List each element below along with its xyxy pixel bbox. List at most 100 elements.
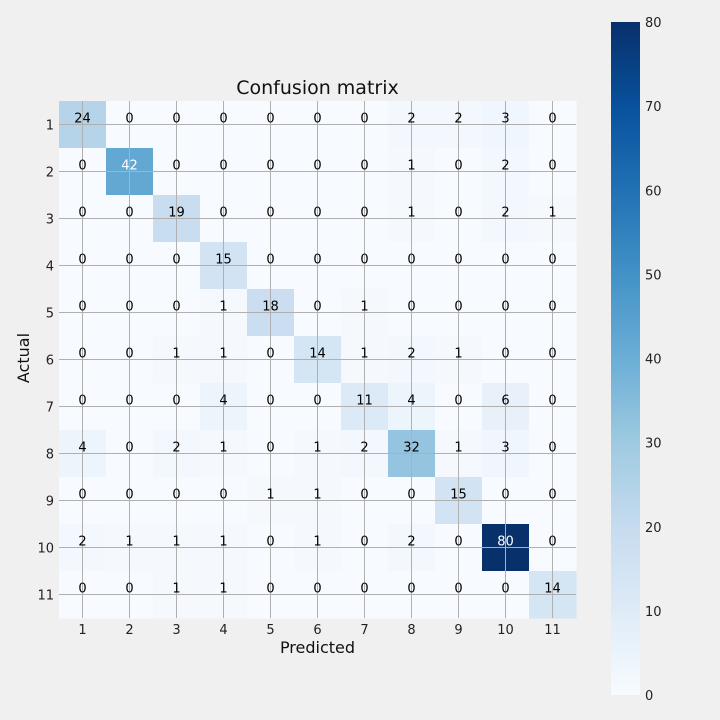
cell-value-label: 0 — [172, 159, 180, 174]
cell-value-label: 1 — [219, 582, 227, 597]
cell-value-label: 0 — [548, 300, 556, 315]
y-axis-ticks: 1 2 3 4 5 6 7 8 9 10 11 — [37, 119, 54, 604]
cell-value-labels: 24 0 0 0 0 0 0 2 2 3 00 42 0 0 0 0 0 1 0 2 00 0 19 0 0 0 0 1 0 2 10 0 0 1… — [74, 112, 561, 597]
y-tick-label: 6 — [46, 354, 54, 369]
cell-value-label: 0 — [407, 300, 415, 315]
x-tick-label: 8 — [407, 623, 415, 638]
cell-value-label: 0 — [454, 582, 462, 597]
cell-value-label: 14 — [544, 582, 561, 597]
cell-value-label: 0 — [78, 347, 86, 362]
cell-value-label: 42 — [121, 159, 138, 174]
cell-value-label: 0 — [125, 253, 133, 268]
x-tick-label: 3 — [172, 623, 180, 638]
x-axis-ticks: 1 2 3 4 5 6 7 8 9 10 11 — [78, 623, 560, 638]
cell-value-label: 0 — [454, 253, 462, 268]
cell-value-label: 14 — [309, 347, 326, 362]
colorbar-tick-label: 80 — [645, 16, 662, 31]
x-tick-label: 4 — [219, 623, 227, 638]
colorbar-tick-label: 70 — [645, 100, 662, 115]
cell-value-label: 0 — [313, 206, 321, 221]
cell-value-label: 1 — [454, 347, 462, 362]
y-tick-label: 8 — [46, 448, 54, 463]
cell-value-label: 0 — [454, 535, 462, 550]
cell-value-label: 1 — [360, 347, 368, 362]
cell-value-label: 0 — [266, 112, 274, 127]
cell-value-label: 0 — [172, 253, 180, 268]
cell-value-label: 3 — [501, 441, 509, 456]
cell-value-label: 1 — [125, 535, 133, 550]
cell-value-label: 0 — [219, 206, 227, 221]
x-tick-label: 5 — [266, 623, 274, 638]
cell-value-label: 0 — [172, 112, 180, 127]
y-tick-label: 1 — [46, 119, 54, 134]
cell-value-label: 0 — [78, 253, 86, 268]
cell-value-label: 0 — [172, 488, 180, 503]
x-tick-label: 6 — [313, 623, 321, 638]
x-axis-label: Predicted — [280, 638, 355, 657]
cell-value-label: 1 — [219, 300, 227, 315]
y-tick-label: 11 — [37, 589, 54, 604]
y-tick-label: 7 — [46, 401, 54, 416]
cell-value-label: 0 — [548, 394, 556, 409]
colorbar-tick-label: 50 — [645, 268, 662, 283]
cell-value-label: 0 — [501, 582, 509, 597]
cell-value-label: 0 — [313, 159, 321, 174]
cell-value-label: 2 — [501, 206, 509, 221]
colorbar-tick-label: 0 — [645, 689, 653, 704]
cell-value-label: 0 — [78, 206, 86, 221]
y-tick-label: 5 — [46, 307, 54, 322]
cell-value-label: 0 — [219, 488, 227, 503]
cell-value-label: 0 — [454, 206, 462, 221]
cell-value-label: 1 — [172, 535, 180, 550]
cell-value-label: 0 — [360, 112, 368, 127]
cell-value-label: 0 — [313, 112, 321, 127]
cell-value-label: 1 — [548, 206, 556, 221]
cell-value-label: 0 — [78, 582, 86, 597]
cell-value-label: 0 — [454, 300, 462, 315]
cell-value-label: 0 — [219, 112, 227, 127]
cell-value-label: 0 — [78, 394, 86, 409]
cell-value-label: 4 — [407, 394, 415, 409]
cell-value-label: 0 — [548, 441, 556, 456]
cell-value-label: 0 — [266, 535, 274, 550]
cell-value-label: 0 — [501, 488, 509, 503]
cell-value-label: 0 — [548, 159, 556, 174]
cell-value-label: 1 — [172, 582, 180, 597]
cell-value-label: 0 — [125, 112, 133, 127]
cell-value-label: 6 — [501, 394, 509, 409]
cell-value-label: 0 — [454, 159, 462, 174]
cell-value-label: 0 — [313, 300, 321, 315]
cell-value-label: 0 — [78, 159, 86, 174]
cell-value-label: 0 — [407, 582, 415, 597]
cell-value-label: 24 — [74, 112, 91, 127]
cell-value-label: 0 — [313, 253, 321, 268]
colorbar-tick-label: 60 — [645, 184, 662, 199]
cell-value-label: 19 — [168, 206, 185, 221]
colorbar-tick-label: 30 — [645, 437, 662, 452]
cell-value-label: 0 — [360, 488, 368, 503]
cell-value-label: 0 — [266, 441, 274, 456]
cell-value-label: 0 — [78, 488, 86, 503]
cell-value-label: 1 — [454, 441, 462, 456]
cell-value-label: 0 — [454, 394, 462, 409]
cell-value-label: 0 — [548, 112, 556, 127]
cell-value-label: 1 — [266, 488, 274, 503]
cell-value-label: 2 — [407, 112, 415, 127]
cell-value-label: 0 — [360, 159, 368, 174]
cell-value-label: 1 — [219, 535, 227, 550]
cell-value-label: 0 — [125, 300, 133, 315]
cell-value-label: 0 — [266, 394, 274, 409]
cell-value-label: 0 — [172, 300, 180, 315]
grid-lines — [59, 101, 576, 618]
cell-value-label: 1 — [407, 159, 415, 174]
chart-title: Confusion matrix — [236, 77, 398, 99]
y-axis-label: Actual — [14, 333, 33, 383]
cell-value-label: 0 — [125, 488, 133, 503]
cell-value-label: 0 — [266, 206, 274, 221]
cell-value-label: 1 — [407, 206, 415, 221]
cell-value-label: 0 — [360, 535, 368, 550]
cell-value-label: 0 — [548, 253, 556, 268]
cell-value-label: 0 — [360, 582, 368, 597]
cell-value-label: 0 — [548, 347, 556, 362]
